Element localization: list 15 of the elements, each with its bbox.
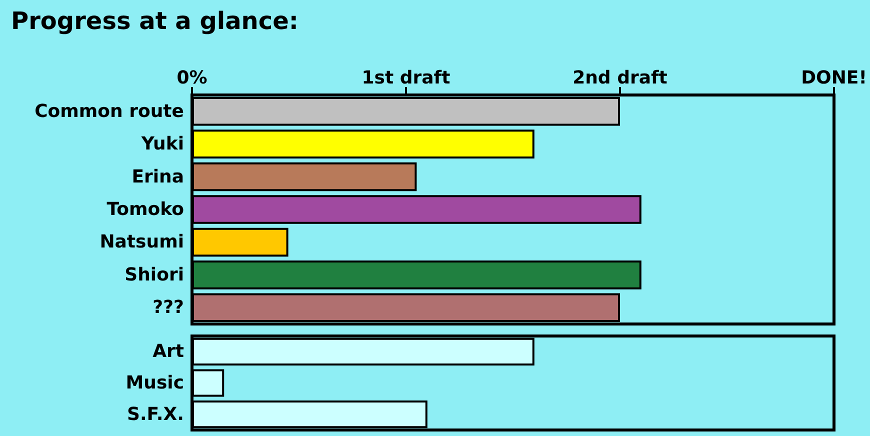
y-tick-label: Art xyxy=(152,341,184,362)
y-tick-label: Yuki xyxy=(140,134,184,155)
x-tick-label: 1st draft xyxy=(362,68,451,88)
y-tick-label: Shiori xyxy=(124,264,184,286)
y-tick-label: Tomoko xyxy=(106,199,184,220)
x-tick-label: DONE! xyxy=(801,68,867,88)
y-tick-label: Music xyxy=(126,372,184,394)
x-tick-label: 2nd draft xyxy=(572,68,668,88)
chart-title: Progress at a glance: xyxy=(11,7,298,35)
y-tick-label: Natsumi xyxy=(100,232,184,253)
x-tick-label: 0% xyxy=(176,68,208,88)
y-tick-label: ??? xyxy=(152,297,184,318)
y-tick-label: Erina xyxy=(132,166,184,188)
y-tick-label: S.F.X. xyxy=(126,404,184,425)
y-tick-label: Common route xyxy=(34,100,184,122)
